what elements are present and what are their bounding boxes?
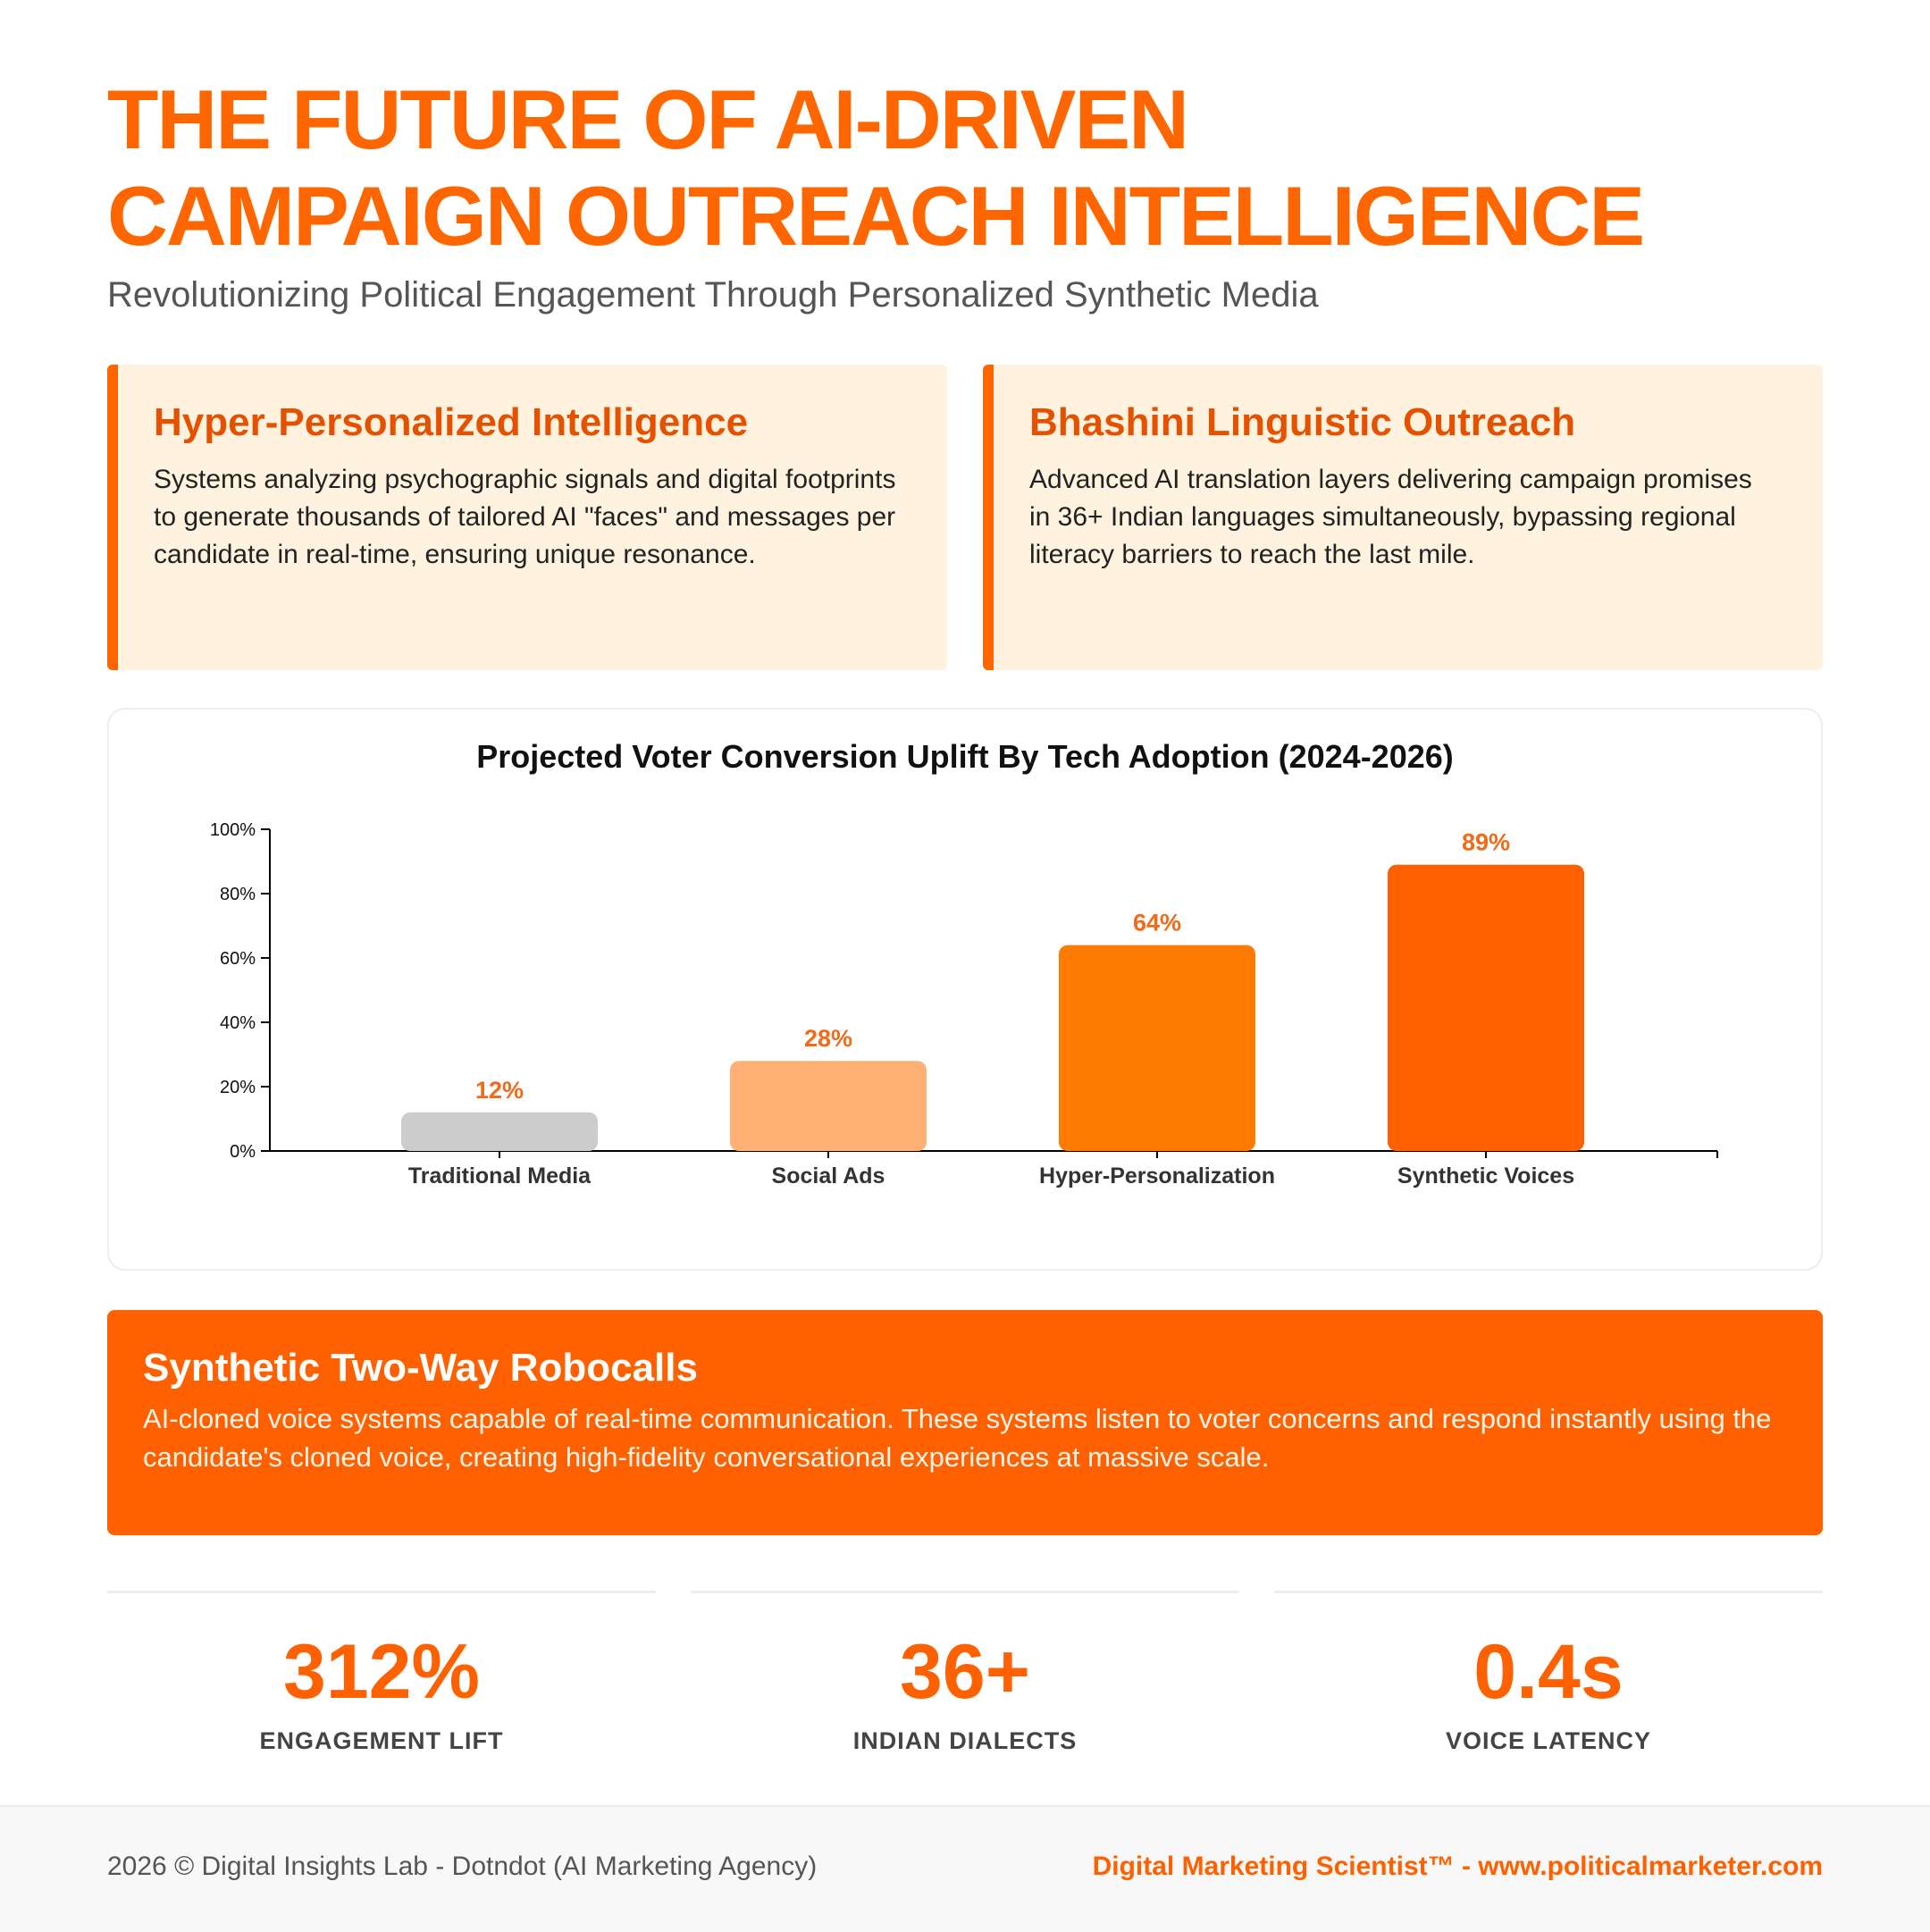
page-title: THE FUTURE OF AI-DRIVEN CAMPAIGN OUTREAC… — [107, 71, 1823, 265]
card-body: Advanced AI translation layers deliverin… — [1029, 465, 1752, 569]
robocalls-banner: Synthetic Two-Way Robocalls AI-cloned vo… — [107, 1310, 1823, 1535]
bar-value-label: 12% — [475, 1077, 524, 1104]
y-tick-label: 100% — [210, 820, 256, 840]
y-tick-label: 40% — [220, 1013, 256, 1033]
bar-chart: 0% 20% 40% 60% 80% 100% 12% Traditional Media 28… — [210, 820, 1718, 1189]
stat-label: INDIAN DIALECTS — [852, 1727, 1078, 1754]
card-bhashini: Bhashini Linguistic Outreach Advanced AI… — [983, 365, 1823, 670]
stat-label: ENGAGEMENT LIFT — [259, 1727, 504, 1754]
stat-value: 36+ — [900, 1629, 1030, 1715]
chart-container: Projected Voter Conversion Uplift By Tec… — [107, 708, 1823, 1271]
bar-value-label: 28% — [804, 1025, 852, 1052]
y-tick-label: 20% — [220, 1078, 256, 1097]
footer-brand-link[interactable]: Digital Marketing Scientist™ - www.polit… — [1092, 1852, 1823, 1881]
x-tick-label: Traditional Media — [408, 1163, 592, 1189]
x-tick-label: Hyper-Personalization — [1039, 1163, 1275, 1189]
card-body: Systems analyzing psychographic signals … — [154, 465, 896, 569]
bar — [1388, 864, 1584, 1151]
banner-title: Synthetic Two-Way Robocalls — [143, 1346, 698, 1390]
bar-value-label: 89% — [1462, 829, 1510, 856]
title-line-2: CAMPAIGN OUTREACH INTELLIGENCE — [107, 169, 1645, 263]
bar — [1059, 945, 1255, 1151]
x-tick-label: Synthetic Voices — [1397, 1163, 1574, 1189]
x-tick-label: Social Ads — [772, 1163, 885, 1189]
y-tick-label: 0% — [230, 1142, 256, 1162]
y-tick-label: 80% — [220, 885, 256, 904]
chart-title: Projected Voter Conversion Uplift By Tec… — [476, 738, 1454, 775]
bar — [401, 1112, 598, 1151]
title-line-1: THE FUTURE OF AI-DRIVEN — [107, 72, 1189, 166]
bar-value-label: 64% — [1133, 910, 1181, 937]
stat-indian-dialects: 36+ INDIAN DIALECTS — [691, 1591, 1239, 1772]
stat-engagement-lift: 312% ENGAGEMENT LIFT — [107, 1591, 656, 1772]
stat-value: 0.4s — [1473, 1629, 1624, 1715]
card-title: Bhashini Linguistic Outreach — [1029, 400, 1576, 444]
card-title: Hyper-Personalized Intelligence — [154, 400, 749, 444]
footer: 2026 © Digital Insights Lab - Dotndot (A… — [0, 1805, 1930, 1932]
stat-value: 312% — [283, 1629, 480, 1715]
card-hyper-personalized: Hyper-Personalized Intelligence Systems … — [107, 365, 947, 670]
bar — [730, 1061, 927, 1151]
page-subtitle: Revolutionizing Political Engagement Thr… — [107, 275, 1319, 315]
footer-copyright: 2026 © Digital Insights Lab - Dotndot (A… — [107, 1852, 818, 1881]
stat-voice-latency: 0.4s VOICE LATENCY — [1274, 1591, 1823, 1772]
y-tick-label: 60% — [220, 949, 256, 969]
stat-label: VOICE LATENCY — [1445, 1727, 1651, 1754]
banner-body: AI-cloned voice systems capable of real-… — [143, 1403, 1772, 1473]
